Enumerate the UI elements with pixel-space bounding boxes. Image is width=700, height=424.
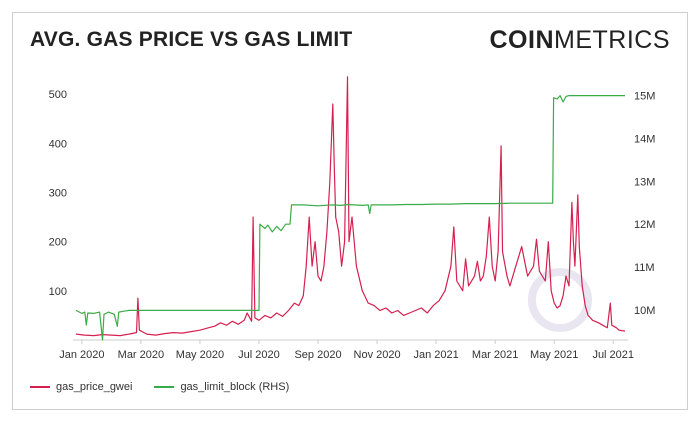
series-line-gas-price: [75, 76, 626, 337]
y-right-tick-label: 15M: [634, 91, 655, 103]
x-tick-label: May 2020: [176, 349, 224, 361]
watermark-logo: [528, 268, 592, 332]
logo-text-coin: COIN: [489, 26, 554, 54]
y-right-tick-label: 13M: [634, 176, 655, 188]
y-right-tick-label: 10M: [634, 305, 655, 317]
right-axis: 10M 11M 12M 13M 14M 15M: [634, 91, 655, 317]
legend: gas_price_gwei gas_limit_block (RHS): [30, 381, 289, 393]
legend-label-gas-limit: gas_limit_block (RHS): [180, 381, 290, 393]
series-line-gas-limit: [75, 95, 625, 341]
x-axis: Jan 2020 Mar 2020 May 2020 Jul 2020 Sep 2020…: [59, 339, 634, 361]
legend-swatch-gas-price: [30, 386, 50, 388]
y-left-tick-label: 500: [49, 89, 67, 101]
x-tick-label: Mar 2020: [118, 349, 164, 361]
x-tick-label: Nov 2020: [354, 349, 401, 361]
x-tick-label: Sep 2020: [294, 349, 341, 361]
y-right-tick-label: 12M: [634, 219, 655, 231]
x-tick-label: Jul 2020: [238, 349, 280, 361]
x-tick-label: May 2021: [530, 349, 578, 361]
chart-title: AVG. GAS PRICE VS GAS LIMIT: [30, 28, 353, 51]
legend-label-gas-price: gas_price_gwei: [56, 381, 133, 393]
series-lines: [75, 76, 626, 341]
y-right-tick-label: 11M: [634, 262, 655, 274]
y-left-tick-label: 300: [49, 187, 67, 199]
y-left-tick-label: 200: [49, 237, 67, 249]
x-tick-label: Mar 2021: [472, 349, 518, 361]
left-axis: 100 200 300 400 500: [49, 89, 67, 298]
legend-item-gas-limit[interactable]: gas_limit_block (RHS): [154, 381, 289, 393]
legend-swatch-gas-limit: [154, 386, 175, 388]
x-tick-label: Jan 2021: [413, 349, 458, 361]
coinmetrics-logo: COINMETRICS: [490, 26, 671, 55]
chart-frame: [12, 12, 688, 410]
y-left-tick-label: 400: [49, 138, 67, 150]
y-right-tick-label: 14M: [634, 133, 655, 145]
legend-item-gas-price[interactable]: gas_price_gwei: [30, 381, 132, 393]
watermark-mark: [528, 268, 592, 332]
y-left-tick-label: 100: [49, 286, 67, 298]
x-tick-label: Jul 2021: [592, 349, 634, 361]
x-tick-label: Jan 2020: [59, 349, 104, 361]
logo-text-metrics: METRICS: [554, 26, 670, 54]
